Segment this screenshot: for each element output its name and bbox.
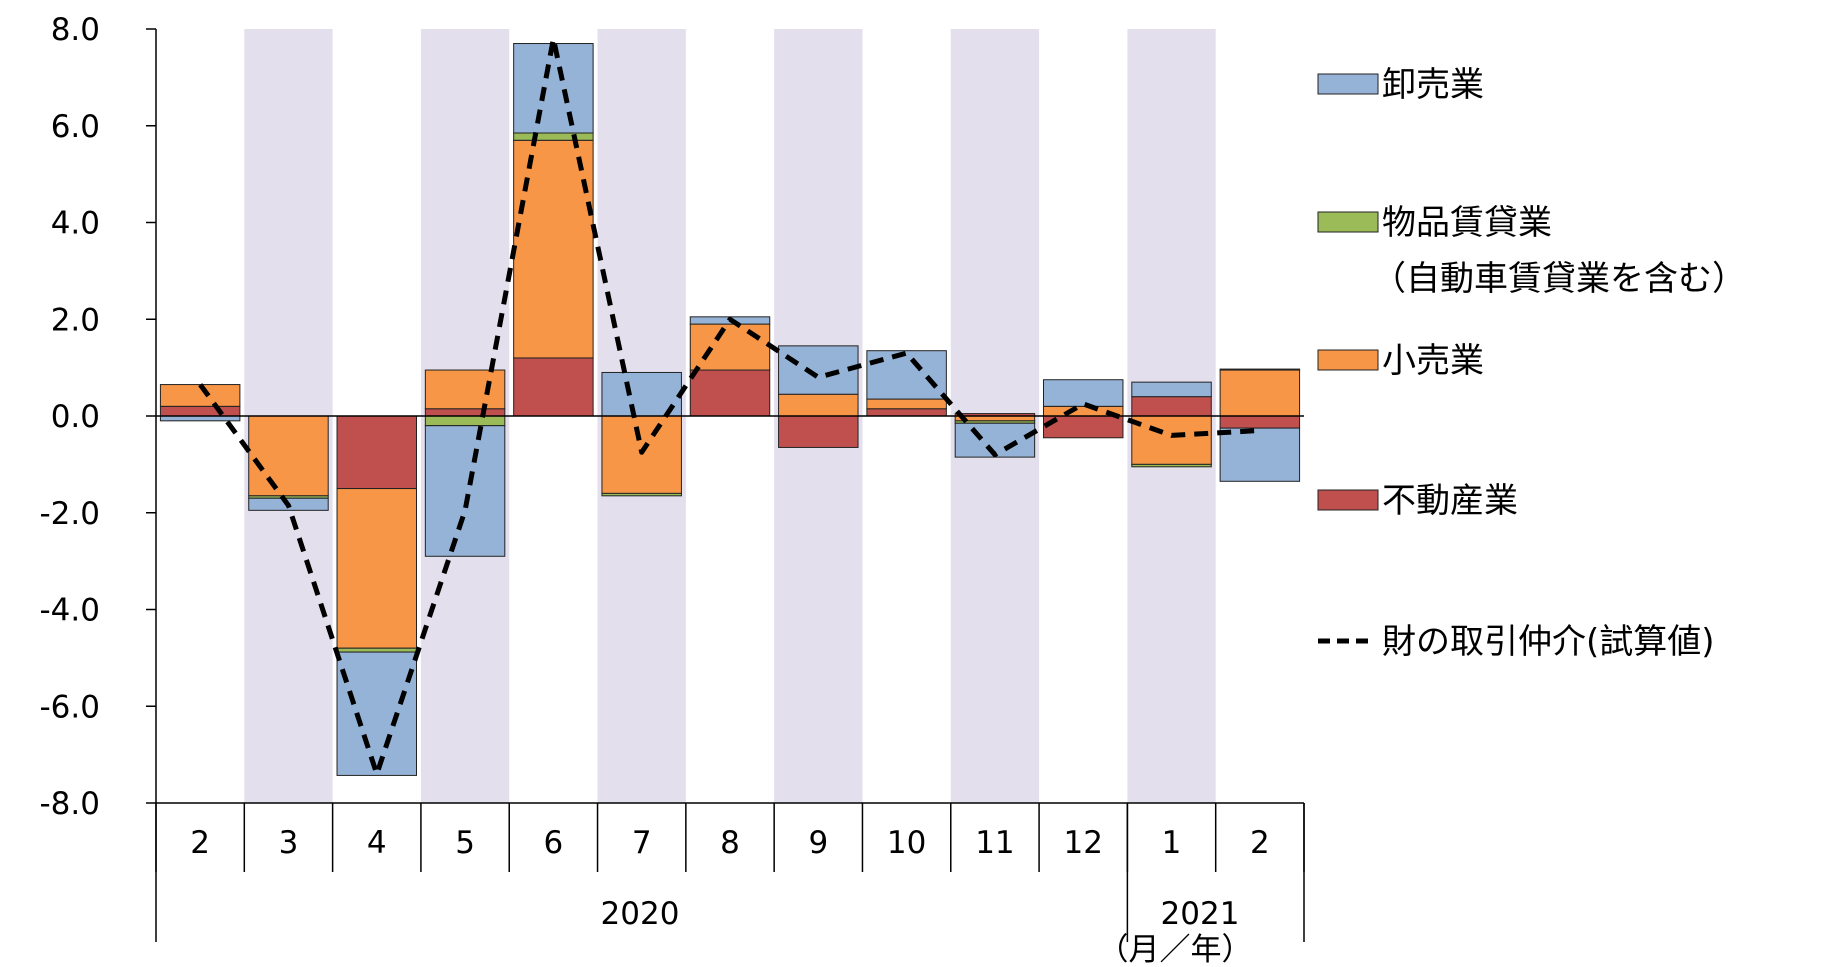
y-tick-label-6: -4.0: [40, 593, 101, 629]
bar-segment-s1-c12: [1219, 369, 1301, 417]
unit-label: （月／年）: [1098, 932, 1253, 967]
y-tick-label-1: 6.0: [51, 109, 100, 145]
y-tick-label-3: 2.0: [51, 302, 100, 338]
bar-segment-s2-c11: [1131, 463, 1212, 468]
x-tick-label-11: 1: [1162, 825, 1182, 861]
x-tick-label-5: 7: [632, 825, 652, 861]
bar-segment-s1-c1: [248, 415, 329, 497]
legend-item-retail: 小売業: [1317, 341, 1484, 381]
y-tick-label-5: -2.0: [40, 496, 101, 532]
bar-segment-s1-c3: [424, 369, 506, 410]
bar-segment-s0-c7: [778, 415, 859, 448]
legend-swatch-wholesale: [1317, 73, 1379, 95]
legend-item-line: 財の取引仲介(試算値): [1318, 622, 1715, 662]
line-series-path: [198, 36, 1260, 777]
bar-segment-s0-c6: [689, 369, 771, 417]
legend-label-realestate: 不動産業: [1382, 481, 1518, 521]
bar-segment-s3-c2: [336, 651, 418, 776]
bar-segment-s1-c0: [159, 384, 241, 407]
legend-label-wholesale: 卸売業: [1382, 65, 1484, 105]
bar-segment-s0-c11: [1131, 396, 1212, 417]
x-tick-label-2: 4: [367, 825, 387, 861]
x-tick-label-12: 2: [1250, 825, 1270, 861]
bar-segment-s0-c8: [866, 408, 947, 417]
bar-segment-s2-c12: [1219, 368, 1301, 371]
x-tick-label-1: 3: [279, 825, 299, 861]
legend-label-line: 財の取引仲介(試算値): [1382, 622, 1715, 662]
bar-segment-s3-c12: [1219, 427, 1301, 482]
bar-segment-s0-c0: [159, 405, 241, 417]
legend-item-realestate: 不動産業: [1317, 481, 1518, 521]
year-label-0: 2020: [601, 896, 680, 932]
bar-segment-s3-c4: [513, 43, 594, 134]
x-tick-label-4: 6: [544, 825, 564, 861]
y-tick-label-4: 0.0: [51, 399, 100, 435]
bar-segment-s0-c2: [336, 415, 418, 490]
bar-segment-s2-c4: [513, 132, 594, 141]
x-tick-label-10: 12: [1064, 825, 1103, 861]
legend-swatch-rental: [1317, 211, 1379, 233]
bar-segment-s1-c11: [1131, 415, 1212, 465]
y-tick-label-8: -8.0: [40, 786, 101, 822]
legend-label-rental: 物品賃貸業: [1382, 203, 1552, 243]
y-tick-label-7: -6.0: [40, 689, 101, 725]
legend-swatch-realestate: [1317, 489, 1379, 511]
bar-segment-s3-c11: [1131, 381, 1212, 398]
bar-segment-s0-c12: [1219, 415, 1301, 429]
bar-segment-s1-c6: [689, 323, 771, 371]
legend-item-wholesale: 卸売業: [1317, 65, 1484, 105]
bar-segment-s3-c3: [424, 425, 506, 557]
y-tick-label-2: 4.0: [51, 206, 100, 242]
bar-segment-s2-c5: [601, 492, 682, 497]
legend-item-rental: 物品賃貸業 （自動車賃貸業を含む）: [1317, 203, 1746, 299]
bar-segment-s1-c7: [778, 393, 859, 417]
line-series: [198, 36, 1260, 777]
x-tick-label-9: 11: [975, 825, 1014, 861]
legend-label-retail: 小売業: [1382, 341, 1484, 381]
bar-segment-s0-c4: [513, 357, 594, 417]
bar-segment-s0-c3: [424, 408, 506, 417]
bar-segment-s1-c8: [866, 398, 947, 410]
bar-segment-s2-c3: [424, 415, 506, 427]
bar-segment-s3-c7: [778, 345, 859, 395]
legend-swatch-retail: [1317, 349, 1379, 371]
year-label-1: 2021: [1161, 896, 1240, 932]
legend-sublabel-rental: （自動車賃貸業を含む）: [1372, 259, 1746, 299]
bar-segment-s1-c4: [513, 139, 594, 359]
y-tick-label-0: 8.0: [51, 12, 100, 48]
axes: 8.0 6.0 4.0 2.0 0.0 -2.0 -4.0 -6.0 -8.0 2 3 4 5 6 7 8 9 1…: [40, 12, 1305, 967]
bar-segment-s1-c2: [336, 488, 418, 649]
x-tick-label-3: 5: [455, 825, 475, 861]
bar-segment-s3-c10: [1042, 379, 1124, 407]
bar-segment-s2-c2: [336, 647, 418, 653]
bar-segment-s3-c8: [866, 350, 947, 400]
x-tick-label-7: 9: [808, 825, 828, 861]
x-tick-label-8: 10: [887, 825, 926, 861]
x-tick-label-0: 2: [190, 825, 210, 861]
x-tick-label-6: 8: [720, 825, 740, 861]
